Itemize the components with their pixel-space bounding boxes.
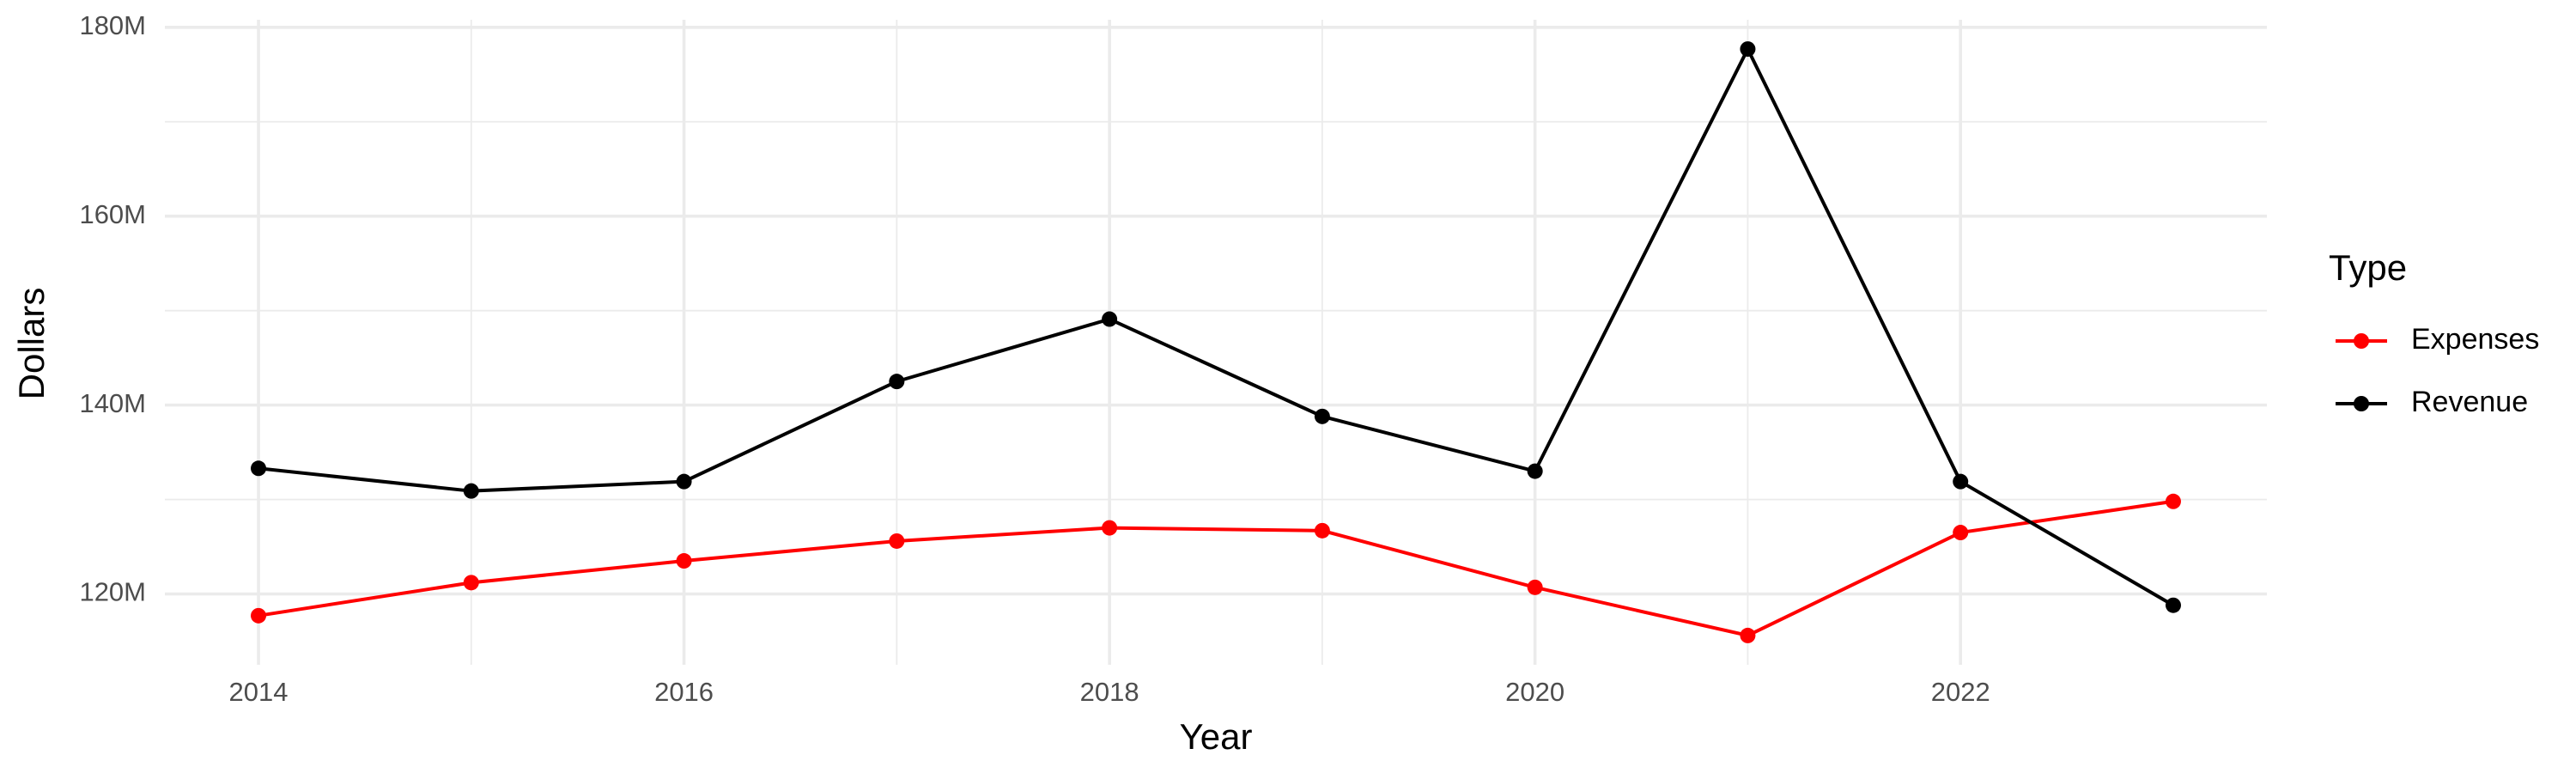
data-point (1102, 520, 1118, 536)
data-point (1953, 525, 1969, 541)
data-point (2165, 493, 2181, 509)
series-line (258, 47, 2174, 607)
y-axis-title: Dollars (11, 288, 52, 400)
y-tick-label: 180M (79, 10, 146, 40)
x-tick-label: 2014 (229, 677, 289, 707)
data-point (1740, 627, 1756, 643)
data-point (1527, 463, 1543, 479)
data-point (2165, 597, 2181, 613)
data-point (889, 374, 905, 390)
data-point (463, 483, 479, 499)
y-tick-label: 120M (79, 577, 146, 607)
data-point (676, 473, 692, 490)
data-point (463, 575, 479, 591)
data-point (1102, 311, 1118, 327)
x-tick-label: 2022 (1931, 677, 1990, 707)
x-axis-title: Year (1180, 716, 1253, 757)
data-point (1314, 522, 1330, 539)
data-point (1740, 41, 1756, 58)
series-line (258, 499, 2174, 637)
legend-key-point (2354, 396, 2369, 411)
data-point (1314, 408, 1330, 424)
grid (165, 20, 2267, 665)
legend-key-point (2354, 333, 2369, 349)
y-tick-label: 160M (79, 199, 146, 229)
legend-label: Revenue (2411, 386, 2528, 418)
plot-area (251, 41, 2181, 643)
legend-label: Expenses (2411, 323, 2539, 356)
x-tick-label: 2018 (1080, 677, 1139, 707)
y-tick-label: 140M (79, 388, 146, 418)
x-tick-label: 2020 (1505, 677, 1564, 707)
data-point (889, 533, 905, 549)
data-point (251, 607, 267, 624)
data-point (251, 460, 267, 477)
data-point (676, 553, 692, 569)
data-point (1527, 579, 1543, 595)
data-point (1953, 473, 1969, 490)
legend-title: Type (2329, 247, 2407, 288)
x-tick-label: 2016 (654, 677, 714, 707)
